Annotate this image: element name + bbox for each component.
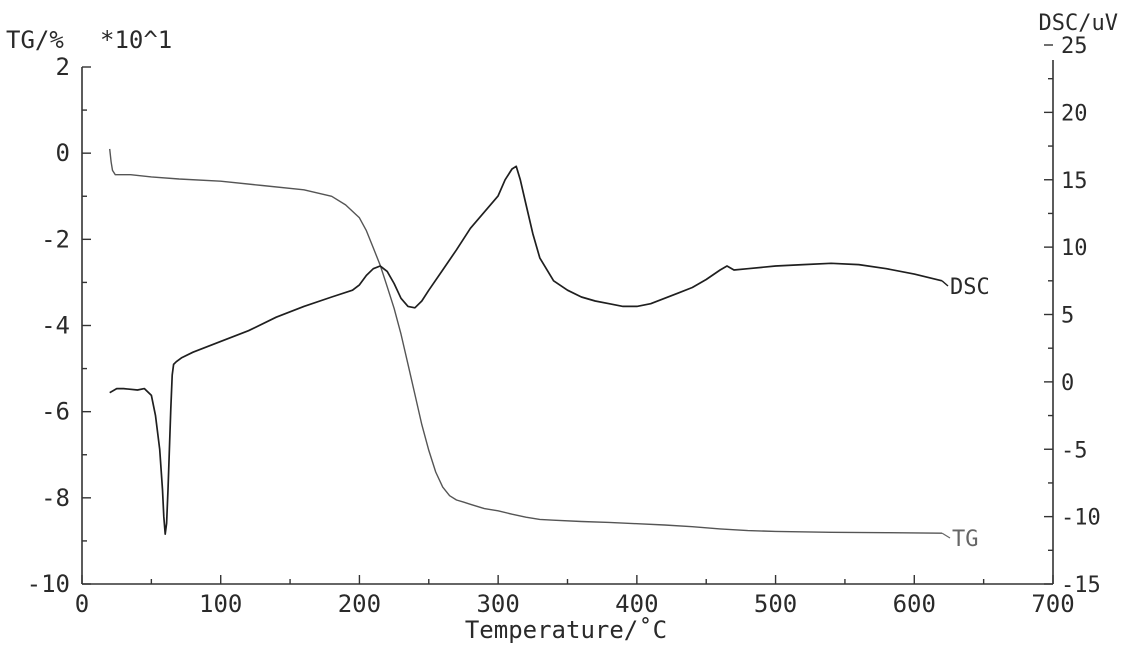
x-axis-tick-label: 0 — [75, 590, 89, 618]
left-axis-tick-label: 0 — [56, 139, 70, 167]
dsc-series-label: DSC — [950, 275, 990, 300]
y-axis-right-title: DSC/uV — [1039, 11, 1118, 36]
y-axis-left-title: TG/% — [6, 26, 64, 54]
x-axis-tick-label: 200 — [338, 590, 381, 618]
left-axis-tick-label: -4 — [41, 312, 70, 340]
left-axis-tick-label: 2 — [56, 53, 70, 81]
x-axis-title: Temperature/˚C — [465, 616, 667, 644]
x-axis-tick-label: 300 — [476, 590, 519, 618]
left-axis-tick-label: -2 — [41, 225, 70, 253]
tg-label-leader — [941, 532, 951, 539]
right-axis-ticks: 25 20 15 10 5 0 -5 -10 -15 — [1044, 34, 1101, 598]
tg-series-label: TG — [952, 527, 979, 552]
dsc-curve — [109, 165, 943, 535]
right-axis-tick-label: 20 — [1061, 101, 1088, 126]
right-axis-tick-label: 10 — [1061, 236, 1088, 261]
right-axis-tick-label: 25 — [1061, 34, 1088, 59]
right-axis-tick-label: -5 — [1061, 438, 1088, 463]
y-axis-left-multiplier: *10^1 — [100, 26, 172, 54]
right-axis-tick-label: 5 — [1061, 304, 1074, 329]
dsc-label-leader — [941, 280, 949, 287]
x-axis-ticks: 0 100 200 300 400 500 600 700 — [75, 575, 1075, 618]
x-axis-tick-label: 700 — [1031, 590, 1074, 618]
x-axis-tick-label: 400 — [615, 590, 658, 618]
left-axis-ticks: 2 0 -2 -4 -6 -8 -10 — [27, 53, 91, 598]
left-axis-tick-label: -6 — [41, 398, 70, 426]
x-axis-tick-label: 600 — [893, 590, 936, 618]
right-axis-tick-label: 15 — [1061, 169, 1088, 194]
x-axis-tick-label: 100 — [199, 590, 242, 618]
right-axis-tick-label: -15 — [1061, 573, 1101, 598]
right-axis-tick-label: -10 — [1061, 506, 1101, 531]
left-axis-tick-label: -8 — [41, 484, 70, 512]
tg-curve — [109, 148, 943, 534]
right-axis-tick-label: 0 — [1061, 371, 1074, 396]
x-axis-tick-label: 500 — [754, 590, 797, 618]
left-axis-tick-label: -10 — [27, 570, 70, 598]
